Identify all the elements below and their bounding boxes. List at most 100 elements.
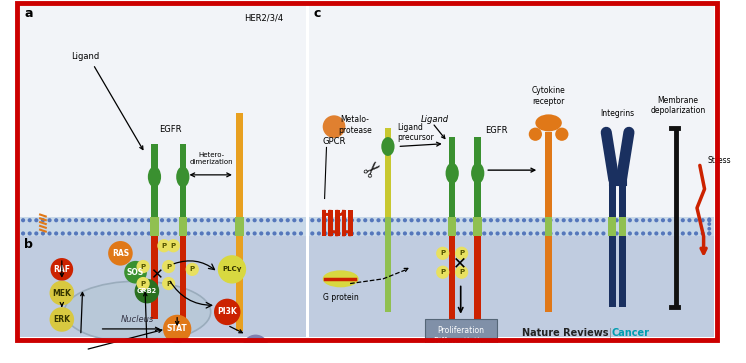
Circle shape	[535, 231, 539, 236]
Circle shape	[449, 218, 454, 222]
Circle shape	[661, 231, 665, 236]
Bar	[385, 128, 391, 217]
Circle shape	[81, 231, 85, 236]
Text: ✕: ✕	[150, 266, 163, 282]
Circle shape	[681, 218, 685, 222]
Circle shape	[509, 231, 513, 236]
Circle shape	[48, 218, 51, 222]
Circle shape	[81, 218, 85, 222]
Circle shape	[495, 218, 500, 222]
Circle shape	[127, 218, 131, 222]
Bar	[342, 210, 346, 236]
Circle shape	[226, 231, 231, 236]
Circle shape	[137, 260, 150, 273]
Circle shape	[87, 218, 91, 222]
Text: b: b	[24, 238, 33, 250]
Bar	[609, 180, 615, 236]
Circle shape	[34, 218, 38, 222]
Circle shape	[707, 231, 712, 236]
Circle shape	[113, 231, 118, 236]
Circle shape	[226, 218, 231, 222]
Circle shape	[292, 231, 296, 236]
Circle shape	[166, 218, 171, 222]
Circle shape	[562, 231, 565, 236]
Circle shape	[173, 231, 178, 236]
Circle shape	[482, 231, 486, 236]
Circle shape	[94, 231, 98, 236]
Text: Differentiation: Differentiation	[433, 337, 489, 346]
Bar	[619, 180, 626, 236]
Circle shape	[396, 231, 401, 236]
Ellipse shape	[323, 270, 359, 287]
Circle shape	[489, 218, 493, 222]
Circle shape	[154, 231, 157, 236]
Bar	[310, 217, 714, 227]
Circle shape	[266, 218, 270, 222]
Circle shape	[363, 218, 367, 222]
Circle shape	[455, 266, 468, 279]
Circle shape	[286, 218, 289, 222]
Ellipse shape	[536, 114, 562, 131]
Circle shape	[218, 255, 246, 284]
Text: P: P	[166, 281, 171, 286]
Circle shape	[581, 218, 586, 222]
Circle shape	[648, 231, 652, 236]
Circle shape	[239, 231, 243, 236]
Bar	[310, 6, 714, 217]
Ellipse shape	[555, 128, 568, 141]
Circle shape	[581, 231, 586, 236]
Circle shape	[28, 218, 32, 222]
Bar	[348, 210, 353, 236]
Bar	[328, 210, 333, 236]
Ellipse shape	[148, 167, 161, 187]
Bar	[619, 217, 626, 236]
Circle shape	[266, 231, 270, 236]
Text: Motility: Motility	[446, 347, 475, 356]
Text: P: P	[440, 269, 445, 275]
Circle shape	[389, 218, 394, 222]
Circle shape	[687, 218, 692, 222]
Circle shape	[700, 231, 705, 236]
Circle shape	[74, 218, 78, 222]
Circle shape	[41, 231, 45, 236]
Circle shape	[383, 218, 387, 222]
Circle shape	[700, 218, 705, 222]
Circle shape	[107, 218, 111, 222]
Circle shape	[173, 218, 178, 222]
Ellipse shape	[529, 128, 542, 141]
Bar	[322, 210, 327, 236]
Circle shape	[568, 218, 572, 222]
Circle shape	[343, 231, 348, 236]
Text: RAS: RAS	[112, 249, 129, 258]
Circle shape	[555, 231, 560, 236]
Circle shape	[396, 218, 401, 222]
Circle shape	[292, 218, 296, 222]
Bar	[20, 217, 306, 227]
Circle shape	[548, 218, 553, 222]
Text: EGFR: EGFR	[485, 126, 508, 135]
Circle shape	[160, 218, 164, 222]
Circle shape	[694, 231, 698, 236]
Circle shape	[140, 218, 144, 222]
Text: c: c	[313, 7, 321, 20]
Circle shape	[436, 231, 440, 236]
Text: GRB2: GRB2	[137, 288, 157, 294]
Circle shape	[48, 231, 51, 236]
Bar	[235, 217, 244, 236]
Text: EGFR: EGFR	[159, 125, 182, 134]
Bar	[180, 144, 186, 217]
Circle shape	[595, 231, 599, 236]
Circle shape	[272, 218, 277, 222]
Circle shape	[279, 231, 283, 236]
Circle shape	[515, 231, 519, 236]
Circle shape	[253, 231, 257, 236]
Circle shape	[634, 231, 639, 236]
Circle shape	[51, 258, 73, 281]
Circle shape	[615, 218, 618, 222]
Circle shape	[383, 231, 387, 236]
Circle shape	[134, 218, 137, 222]
Circle shape	[49, 307, 74, 332]
Circle shape	[157, 239, 171, 252]
Circle shape	[654, 218, 659, 222]
Circle shape	[299, 231, 303, 236]
